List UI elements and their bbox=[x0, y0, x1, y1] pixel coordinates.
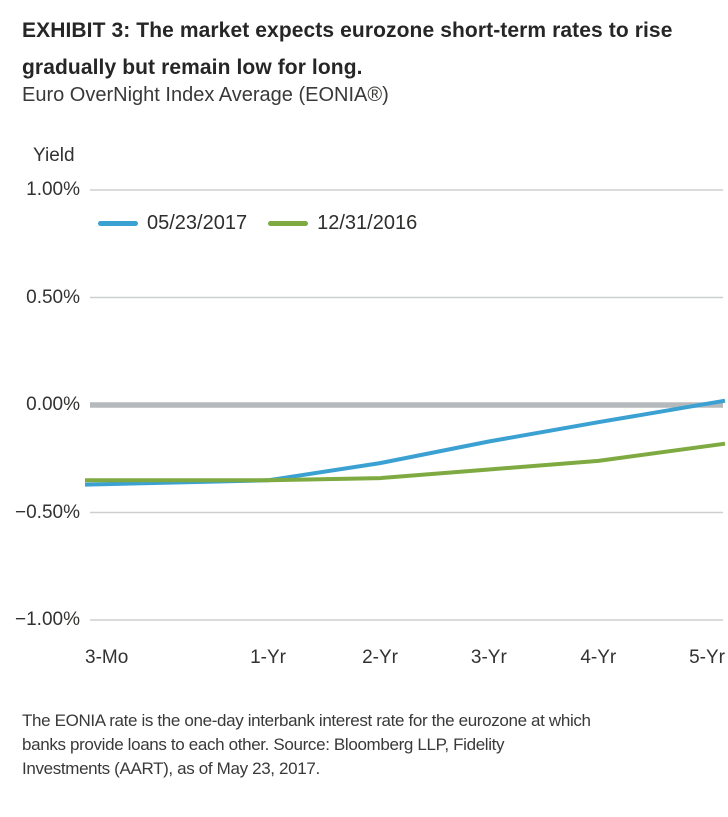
legend-item: 05/23/2017 bbox=[98, 212, 247, 235]
x-tick-label: 2-Yr bbox=[362, 647, 398, 668]
x-tick-label: 1-Yr bbox=[250, 647, 286, 668]
y-tick-label: 0.50% bbox=[26, 286, 80, 308]
y-axis-title: Yield bbox=[33, 145, 75, 166]
legend-swatch bbox=[98, 220, 138, 226]
y-tick-label: 1.00% bbox=[26, 179, 80, 200]
footnote-line: banks provide loans to each other. Sourc… bbox=[22, 735, 505, 754]
legend-swatch bbox=[268, 220, 309, 226]
y-tick-label: −0.50% bbox=[15, 501, 80, 523]
series-line-05-23-2017 bbox=[84, 398, 726, 487]
footnote: The EONIA rate is the one-day interbank … bbox=[22, 709, 591, 781]
chart-legend: 05/23/2017 12/31/2016 bbox=[98, 210, 417, 236]
x-tick-label: 4-Yr bbox=[580, 647, 617, 668]
x-tick-label: 3-Mo bbox=[85, 647, 129, 668]
y-tick-label: 0.00% bbox=[26, 394, 80, 415]
legend-item: 12/31/2016 bbox=[268, 212, 417, 235]
legend-label: 12/31/2016 bbox=[317, 211, 418, 234]
y-tick-label: −1.00% bbox=[15, 609, 80, 630]
series-line-12-31-2016 bbox=[85, 441, 726, 483]
x-tick-label: 3-Yr bbox=[470, 647, 507, 668]
chart-subtitle: Euro OverNight Index Average (EONIA®) bbox=[22, 84, 389, 106]
legend-label: 05/23/2017 bbox=[147, 211, 248, 234]
x-tick-label: 5-Yr bbox=[689, 647, 725, 668]
footnote-line: Investments (AART), as of May 23, 2017. bbox=[22, 759, 320, 778]
footnote-line: The EONIA rate is the one-day interbank … bbox=[22, 711, 591, 730]
page-title: EXHIBIT 3: The market expects eurozone s… bbox=[22, 19, 673, 79]
